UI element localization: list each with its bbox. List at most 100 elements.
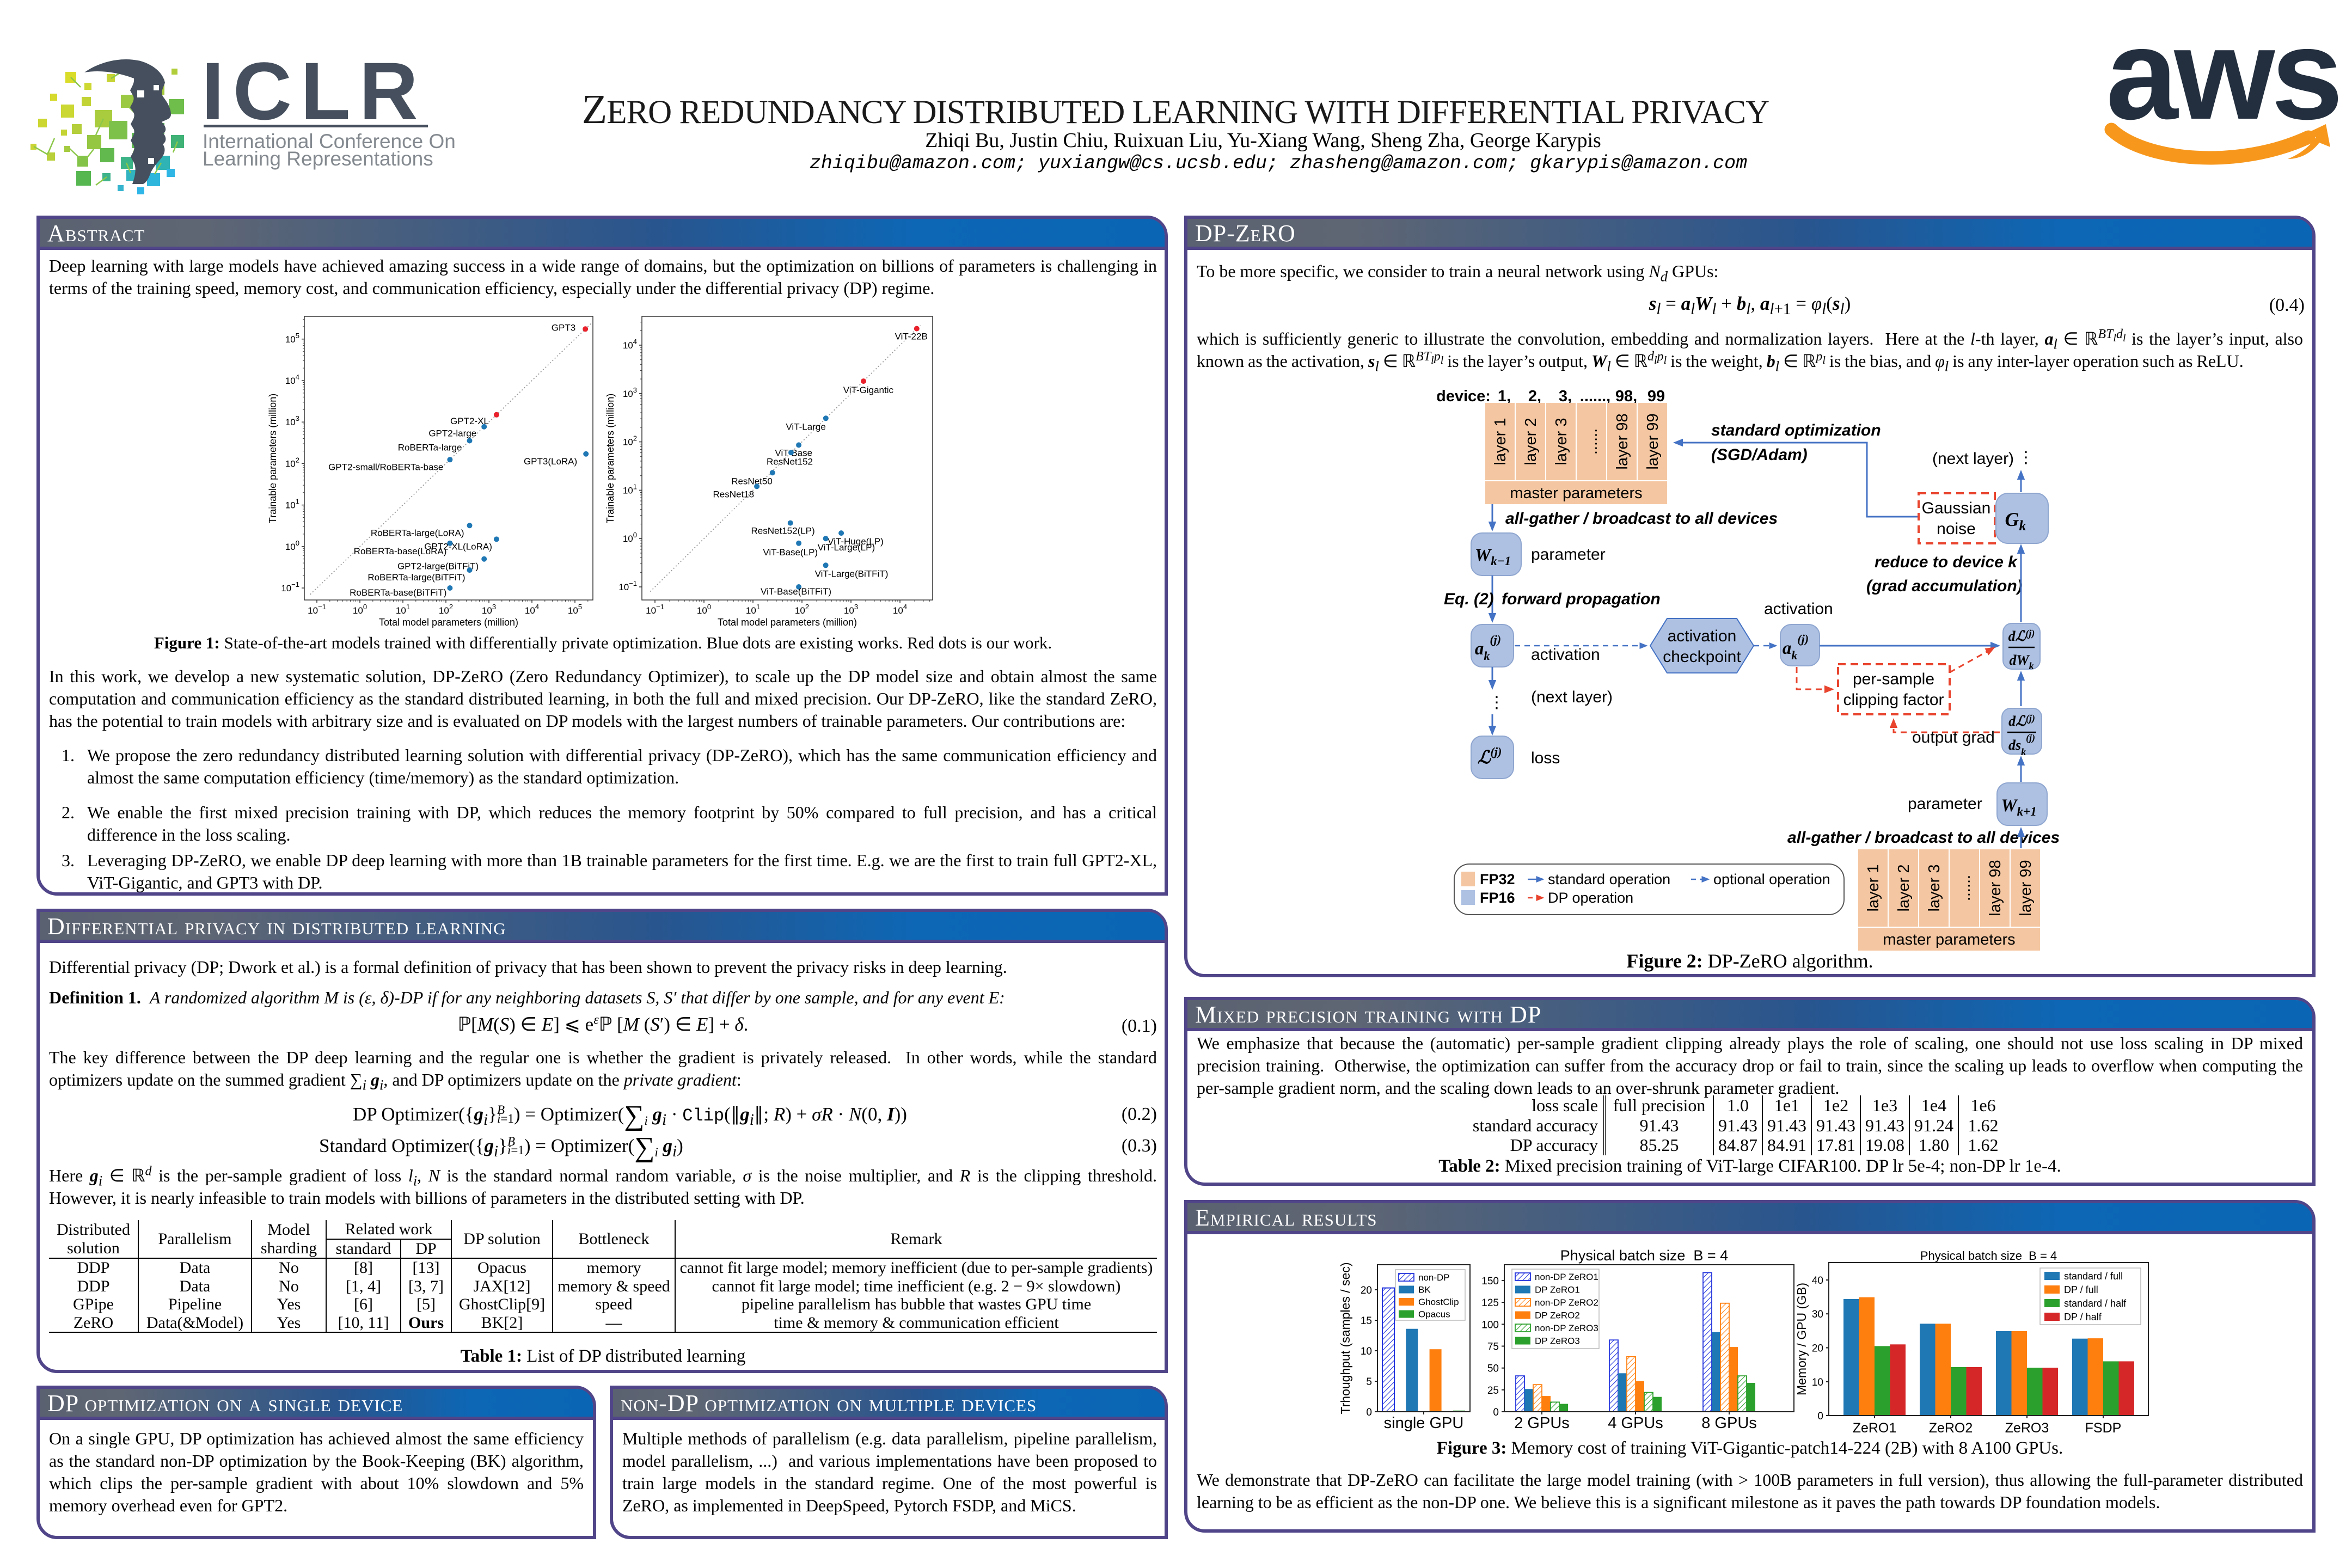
svg-text:ResNet50: ResNet50 (731, 476, 773, 486)
svg-text:......,: ......, (1580, 388, 1610, 405)
svg-text:⋮: ⋮ (2018, 449, 2034, 467)
svg-text:layer 1: layer 1 (1865, 864, 1882, 911)
svg-text:layer 2: layer 2 (1895, 864, 1913, 911)
svg-text:5: 5 (1366, 1376, 1372, 1388)
svg-text:FSDP: FSDP (2085, 1420, 2122, 1436)
svg-text:parameter: parameter (1908, 795, 1982, 813)
svg-text:layer 99: layer 99 (2017, 860, 2035, 916)
svg-text:parameter: parameter (1531, 546, 1606, 564)
svg-text:GPT3: GPT3 (552, 322, 575, 333)
svg-text:GPT2-large: GPT2-large (428, 428, 476, 439)
svg-text:Trainable parameters (million): Trainable parameters (million) (605, 394, 616, 523)
svg-text:ViT-22B: ViT-22B (895, 332, 928, 342)
svg-text:ViT-Gigantic: ViT-Gigantic (843, 385, 894, 395)
svg-text:DP operation: DP operation (1548, 890, 1633, 906)
svg-text:104: 104 (893, 603, 907, 616)
svg-text:FP16: FP16 (1480, 890, 1515, 906)
svg-text:4 GPUs: 4 GPUs (1608, 1414, 1663, 1432)
svg-text:checkpoint: checkpoint (1663, 648, 1741, 666)
svg-text:standard / half: standard / half (2064, 1298, 2127, 1309)
svg-text:Trhoughput (samples / sec): Trhoughput (samples / sec) (1338, 1262, 1352, 1414)
svg-text:noise: noise (1937, 520, 1976, 538)
svg-text:single GPU: single GPU (1384, 1414, 1464, 1432)
svg-text:BK: BK (1418, 1285, 1431, 1295)
svg-text:150: 150 (1481, 1276, 1499, 1287)
svg-text:layer 99: layer 99 (1644, 413, 1662, 469)
svg-text:102: 102 (285, 456, 299, 469)
svg-text:1,: 1, (1498, 388, 1511, 405)
svg-text:101: 101 (396, 603, 410, 616)
svg-text:standard operation: standard operation (1548, 871, 1670, 887)
svg-text:ViT-Base(BiTFiT): ViT-Base(BiTFiT) (761, 586, 831, 597)
svg-text:non-DP ZeRO2: non-DP ZeRO2 (1535, 1297, 1598, 1308)
svg-text:Total model parameters (millio: Total model parameters (million) (718, 617, 857, 628)
svg-text:101: 101 (746, 603, 760, 616)
svg-text:ViT-Large(LP): ViT-Large(LP) (818, 542, 875, 553)
svg-text:(SGD/Adam): (SGD/Adam) (1711, 446, 1808, 464)
svg-text:104: 104 (285, 373, 299, 386)
svg-text:20: 20 (1361, 1285, 1372, 1296)
svg-text:master parameters: master parameters (1883, 931, 2015, 948)
svg-text:ZeRO1: ZeRO1 (1853, 1420, 1897, 1436)
svg-text:(next layer): (next layer) (1531, 688, 1613, 706)
svg-text:non-DP: non-DP (1418, 1272, 1450, 1283)
svg-text:15: 15 (1361, 1315, 1372, 1327)
svg-text:GhostClip: GhostClip (1418, 1297, 1459, 1307)
svg-text:125: 125 (1481, 1297, 1499, 1309)
svg-text:101: 101 (285, 498, 299, 511)
svg-text:Opacus: Opacus (1418, 1309, 1450, 1320)
svg-text:100: 100 (285, 539, 299, 552)
svg-text:non-DP ZeRO1: non-DP ZeRO1 (1535, 1272, 1598, 1282)
svg-text:Gaussian: Gaussian (1922, 499, 1991, 517)
svg-text:standard / full: standard / full (2064, 1271, 2123, 1282)
svg-text:ViT-Large(BiTFiT): ViT-Large(BiTFiT) (815, 568, 889, 579)
svg-text:10−1: 10−1 (646, 603, 664, 616)
svg-text:ViT-Huge(LP): ViT-Huge(LP) (828, 536, 884, 547)
svg-text:optional operation: optional operation (1713, 871, 1830, 887)
svg-text:DP ZeRO3: DP ZeRO3 (1535, 1336, 1580, 1346)
svg-text:......: ...... (1956, 875, 1974, 901)
svg-text:......: ...... (1583, 428, 1601, 455)
svg-text:aws: aws (2106, 22, 2339, 146)
svg-text:ICLR: ICLR (201, 45, 427, 137)
svg-text:layer 98: layer 98 (1987, 860, 2004, 916)
svg-text:105: 105 (568, 603, 582, 616)
svg-text:10: 10 (1361, 1346, 1372, 1357)
svg-text:ZeRO2: ZeRO2 (1929, 1420, 1973, 1436)
svg-text:ResNet152(LP): ResNet152(LP) (751, 526, 815, 536)
svg-text:75: 75 (1487, 1342, 1499, 1353)
svg-text:3,: 3, (1559, 388, 1572, 405)
svg-text:layer 98: layer 98 (1614, 413, 1631, 469)
svg-text:40: 40 (1812, 1275, 1823, 1287)
svg-text:DP ZeRO1: DP ZeRO1 (1535, 1285, 1580, 1295)
svg-text:GPT2-XL: GPT2-XL (450, 416, 489, 426)
svg-text:non-DP ZeRO3: non-DP ZeRO3 (1535, 1323, 1598, 1333)
svg-text:10−1: 10−1 (308, 603, 326, 616)
svg-text:103: 103 (482, 603, 496, 616)
svg-text:device:: device: (1437, 388, 1491, 405)
svg-text:RoBERTa-base(LoRA): RoBERTa-base(LoRA) (354, 546, 447, 556)
svg-text:RoBERTa-large(LoRA): RoBERTa-large(LoRA) (371, 528, 464, 538)
svg-text:(grad accumulation): (grad accumulation) (1866, 577, 2023, 595)
svg-text:100: 100 (697, 603, 711, 616)
svg-text:Physical batch size B = 4: Physical batch size B = 4 (1560, 1247, 1728, 1264)
svg-text:clipping factor: clipping factor (1843, 691, 1944, 709)
svg-text:102: 102 (623, 434, 637, 448)
svg-text:(next layer): (next layer) (1932, 450, 2014, 468)
svg-text:ZeRO3: ZeRO3 (2005, 1420, 2049, 1436)
svg-text:Physical batch size B = 4: Physical batch size B = 4 (1920, 1249, 2057, 1263)
svg-text:output grad: output grad (1912, 728, 1995, 746)
svg-text:GPT3(LoRA): GPT3(LoRA) (524, 456, 577, 467)
svg-text:0: 0 (1366, 1407, 1372, 1418)
svg-text:Memory / GPU (GB): Memory / GPU (GB) (1794, 1283, 1809, 1395)
svg-text:all-gather / broadcast to all: all-gather / broadcast to all devices (1505, 510, 1778, 528)
svg-text:100: 100 (623, 531, 637, 544)
svg-text:all-gather / broadcast to all: all-gather / broadcast to all devices (1787, 829, 2060, 847)
svg-text:102: 102 (439, 603, 453, 616)
svg-text:2 GPUs: 2 GPUs (1514, 1414, 1570, 1432)
svg-text:Trainable parameters (million): Trainable parameters (million) (267, 394, 278, 523)
svg-text:98,: 98, (1615, 388, 1637, 405)
svg-text:per-sample: per-sample (1853, 670, 1934, 688)
svg-text:DP ZeRO2: DP ZeRO2 (1535, 1310, 1580, 1321)
svg-text:activation: activation (1668, 627, 1737, 645)
